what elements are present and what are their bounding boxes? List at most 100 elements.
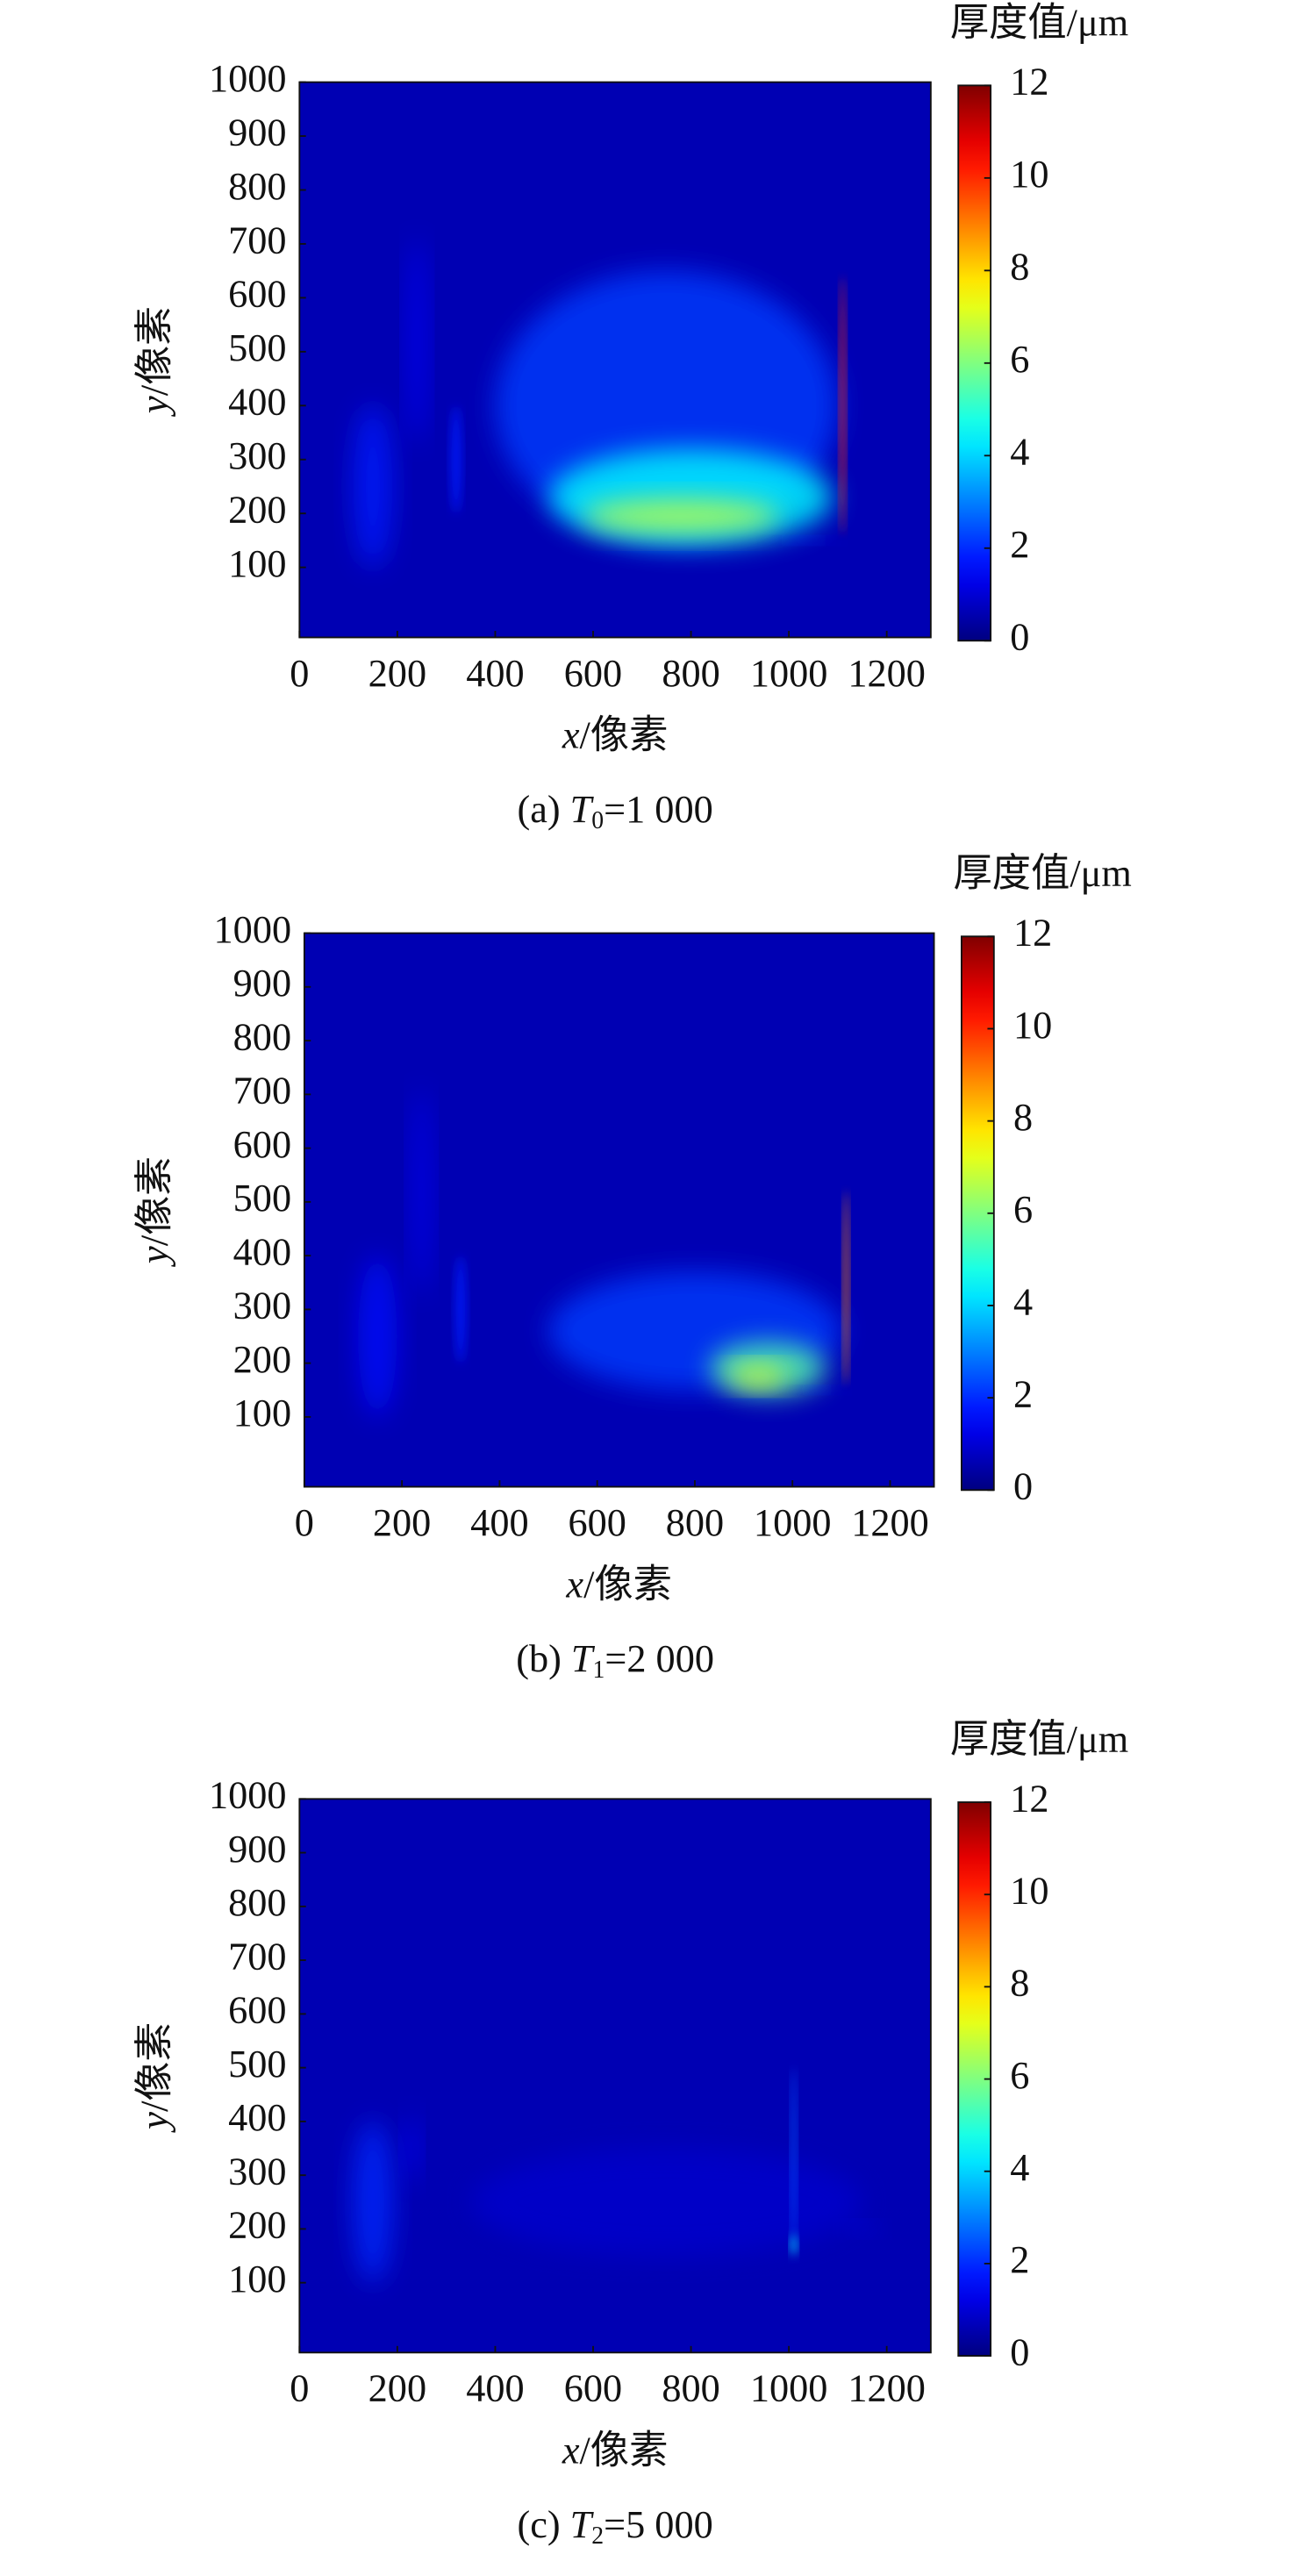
x-tick-label: 200 (368, 2365, 426, 2409)
y-tick-label: 800 (228, 1880, 286, 1924)
caption: (c) T2=5 000 (517, 2502, 712, 2551)
y-tick-label: 500 (228, 326, 286, 369)
y-tick-label: 700 (228, 218, 286, 261)
caption-symbol: T (570, 2502, 595, 2546)
y-axis-variable: y (132, 2112, 176, 2133)
caption-subscript: 0 (591, 807, 604, 834)
heatmap-region (455, 1256, 466, 1363)
y-tick-label: 300 (233, 1283, 291, 1327)
y-axis-label: y/像素 (132, 1156, 176, 1267)
caption-symbol: T (570, 787, 595, 831)
colorbar-tick-label: 10 (1010, 152, 1048, 196)
colorbar-tick-label: 10 (1010, 1868, 1048, 1912)
x-tick-label: 600 (564, 650, 622, 694)
y-axis-unit: /像素 (132, 2022, 176, 2112)
x-axis-label: x/像素 (562, 2428, 669, 2472)
x-axis-unit: /像素 (579, 713, 668, 757)
heatmap-region (404, 2115, 419, 2181)
x-tick-label: 1000 (750, 2365, 828, 2409)
heatmap-image (299, 82, 931, 638)
y-tick-label: 400 (228, 379, 286, 423)
heatmap-region (470, 2148, 862, 2257)
x-tick-label: 400 (466, 2365, 524, 2409)
x-axis-variable: x (562, 2428, 580, 2472)
colorbar-tick-label: 2 (1010, 2237, 1029, 2281)
y-axis-label: y/像素 (132, 2022, 176, 2133)
y-tick-label: 700 (233, 1068, 291, 1112)
x-axis-label: x/像素 (562, 713, 669, 757)
x-tick-label: 1200 (848, 650, 926, 694)
caption: (a) T0=1 000 (517, 787, 712, 835)
x-axis-variable: x (565, 1563, 583, 1606)
x-tick-label: 400 (470, 1500, 528, 1544)
heatmap-region (791, 2067, 797, 2250)
y-tick-label: 100 (228, 2257, 286, 2301)
x-axis-variable: x (562, 713, 580, 757)
heatmap-region (353, 405, 393, 568)
heatmap-region (791, 2234, 798, 2257)
heatmap-background (304, 933, 934, 1487)
y-axis-variable: y (132, 1246, 176, 1267)
x-tick-label: 600 (568, 1500, 626, 1544)
caption-prefix: (c) (517, 2502, 569, 2546)
colorbar-tick-label: 0 (1013, 1463, 1033, 1507)
y-tick-label: 600 (233, 1122, 291, 1166)
colorbar-tick-label: 12 (1010, 59, 1048, 103)
y-axis-variable: y (132, 396, 176, 417)
heatmap-region (412, 1089, 431, 1294)
heatmap-region (840, 275, 846, 535)
heatmap-image (299, 1799, 931, 2353)
x-tick-label: 200 (368, 650, 426, 694)
caption-prefix: (b) (516, 1636, 571, 1680)
x-tick-label: 800 (662, 2365, 719, 2409)
caption-value: =1 000 (604, 787, 713, 831)
x-tick-label: 0 (295, 1500, 314, 1544)
y-tick-label: 500 (233, 1176, 291, 1220)
y-tick-label: 900 (228, 110, 286, 154)
y-tick-label: 400 (233, 1229, 291, 1273)
y-tick-label: 800 (228, 164, 286, 208)
y-tick-label: 100 (233, 1391, 291, 1435)
caption: (b) T1=2 000 (516, 1636, 714, 1685)
x-tick-label: 1000 (754, 1500, 832, 1544)
x-tick-label: 400 (466, 650, 524, 694)
caption-subscript: 1 (593, 1657, 605, 1684)
x-tick-label: 800 (666, 1500, 724, 1544)
plot-frame (303, 932, 935, 1488)
panel: 0 200 400 600 800 1000 12001002003004005006007… (132, 0, 1128, 835)
plot-frame (298, 81, 932, 639)
colorbar-title: 厚度值/μm (950, 0, 1128, 44)
caption-value: =5 000 (604, 2502, 713, 2546)
y-axis-label: y/像素 (132, 306, 176, 417)
x-tick-label: 1000 (750, 650, 828, 694)
heatmap-region (797, 1387, 837, 1393)
x-tick-label: 0 (290, 650, 309, 694)
colorbar-tick-label: 6 (1010, 337, 1029, 381)
colorbar-tick-label: 8 (1013, 1095, 1033, 1139)
y-axis-unit: /像素 (132, 306, 176, 396)
y-tick-label: 100 (228, 541, 286, 585)
colorbar-tick-label: 4 (1010, 429, 1029, 473)
x-tick-label: 800 (662, 650, 719, 694)
y-tick-label: 900 (233, 961, 291, 1005)
heatmap-region (583, 498, 779, 533)
heatmap-region (848, 2223, 877, 2235)
panel: 0 200 400 600 800 1000 12001002003004005006007… (132, 851, 1132, 1685)
panel: 0 200 400 600 800 1000 12001002003004005006007… (132, 1717, 1128, 2551)
y-axis-unit: /像素 (132, 1156, 176, 1246)
colorbar-tick-label: 6 (1013, 1187, 1033, 1231)
y-tick-label: 600 (228, 271, 286, 315)
y-tick-label: 1000 (209, 1772, 287, 1816)
colorbar-tick-label: 12 (1010, 1776, 1048, 1820)
x-axis-unit: /像素 (579, 2428, 668, 2472)
caption-subscript: 2 (591, 2522, 604, 2550)
colorbar-tick-label: 10 (1013, 1002, 1052, 1046)
y-tick-label: 1000 (209, 56, 287, 100)
heatmap-image (304, 933, 934, 1487)
y-tick-label: 200 (228, 487, 286, 531)
caption-value: =2 000 (605, 1636, 714, 1680)
y-tick-label: 300 (228, 433, 286, 477)
x-tick-label: 200 (373, 1500, 431, 1544)
heatmap-region (353, 2121, 393, 2283)
